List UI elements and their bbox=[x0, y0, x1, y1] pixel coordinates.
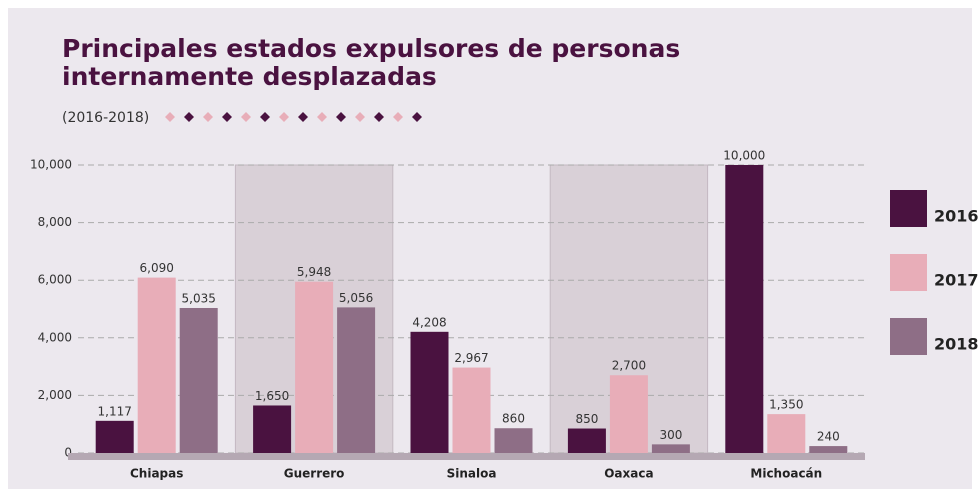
diamond bbox=[222, 112, 232, 122]
diamond bbox=[336, 112, 346, 122]
diamond bbox=[203, 112, 213, 122]
value-label: 1,650 bbox=[255, 389, 289, 403]
value-label: 300 bbox=[659, 428, 682, 442]
x-tick-label: Guerrero bbox=[284, 467, 345, 481]
x-tick-label: Michoacán bbox=[750, 467, 822, 481]
bar bbox=[295, 281, 334, 453]
chart-title: Principales estados expulsores de person… bbox=[62, 34, 680, 63]
bar bbox=[767, 414, 806, 453]
diamond bbox=[298, 112, 308, 122]
y-tick-label: 2,000 bbox=[38, 388, 72, 402]
value-label: 10,000 bbox=[723, 149, 765, 163]
value-label: 2,967 bbox=[454, 351, 488, 365]
value-label: 5,035 bbox=[182, 291, 216, 305]
y-tick-label: 8,000 bbox=[38, 215, 72, 229]
y-tick-label: 0 bbox=[64, 446, 72, 460]
bar bbox=[609, 375, 648, 453]
y-tick-label: 4,000 bbox=[38, 330, 72, 344]
diamond bbox=[260, 112, 270, 122]
value-label: 2,700 bbox=[612, 359, 646, 373]
value-label: 6,090 bbox=[140, 261, 174, 275]
value-label: 5,948 bbox=[297, 265, 331, 279]
diamond bbox=[374, 112, 384, 122]
diamond bbox=[355, 112, 365, 122]
y-tick-label: 6,000 bbox=[38, 273, 72, 287]
legend-swatch bbox=[890, 318, 927, 355]
legend-swatch bbox=[890, 190, 927, 227]
y-tick-label: 10,000 bbox=[30, 158, 72, 172]
decoration bbox=[165, 112, 422, 122]
diamond bbox=[412, 112, 422, 122]
bar bbox=[725, 165, 764, 453]
legend-swatch bbox=[890, 254, 927, 291]
bar bbox=[95, 420, 134, 453]
value-label: 1,117 bbox=[98, 404, 132, 418]
value-label: 5,056 bbox=[339, 291, 373, 305]
chart-title: internamente desplazadas bbox=[62, 62, 437, 91]
value-label: 1,350 bbox=[769, 398, 803, 412]
value-label: 860 bbox=[502, 412, 525, 426]
bar bbox=[452, 367, 491, 453]
bar bbox=[337, 307, 376, 453]
bar bbox=[567, 428, 606, 453]
bar bbox=[410, 331, 449, 453]
bar bbox=[651, 444, 690, 453]
bar bbox=[137, 277, 176, 453]
diamond bbox=[241, 112, 251, 122]
legend-label: 2016 bbox=[934, 207, 979, 226]
diamond bbox=[184, 112, 194, 122]
value-label: 850 bbox=[575, 412, 598, 426]
diamond bbox=[279, 112, 289, 122]
x-tick-label: Chiapas bbox=[130, 467, 183, 481]
value-label: 240 bbox=[817, 430, 840, 444]
bar bbox=[179, 307, 218, 453]
bar bbox=[253, 405, 292, 453]
x-tick-label: Oaxaca bbox=[604, 467, 653, 481]
chart-subtitle: (2016-2018) bbox=[62, 110, 149, 126]
legend-label: 2017 bbox=[934, 271, 979, 290]
baseline bbox=[68, 453, 865, 460]
diamond bbox=[393, 112, 403, 122]
diamond bbox=[165, 112, 175, 122]
diamond bbox=[317, 112, 327, 122]
x-tick-label: Sinaloa bbox=[447, 467, 497, 481]
legend-label: 2018 bbox=[934, 335, 979, 354]
bar bbox=[494, 428, 533, 453]
bar bbox=[809, 446, 848, 453]
value-label: 4,208 bbox=[412, 315, 446, 329]
